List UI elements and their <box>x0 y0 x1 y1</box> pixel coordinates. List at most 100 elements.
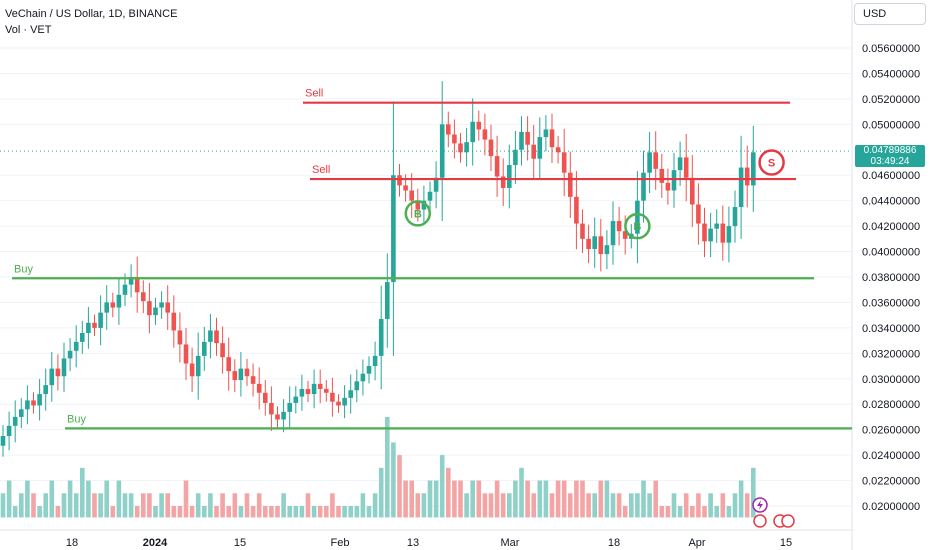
volume-bar <box>439 455 445 518</box>
volume-bar <box>446 467 451 518</box>
candle <box>458 132 463 163</box>
candle-body <box>525 131 530 145</box>
candle <box>183 327 189 381</box>
volume-bar <box>330 493 335 518</box>
candle <box>720 205 726 261</box>
candle-body <box>244 368 250 377</box>
candle-body <box>299 388 305 397</box>
candle-body <box>98 312 103 328</box>
volume-bar <box>708 493 713 518</box>
volume-bar <box>519 467 524 518</box>
candle <box>427 181 433 212</box>
candle <box>659 153 665 198</box>
candle-body <box>732 207 738 227</box>
volume-bar <box>702 506 707 518</box>
candle <box>25 385 30 425</box>
candle <box>507 144 512 209</box>
price-tick-label: 0.04000000 <box>862 247 920 259</box>
buy-signal-marker: B <box>624 212 651 240</box>
volume-bar <box>561 480 567 518</box>
volume-bar <box>470 480 475 518</box>
candle-body <box>141 292 146 302</box>
candle-body <box>604 245 610 255</box>
candle-body <box>372 355 378 367</box>
volume-bar <box>0 493 6 518</box>
volume-bar <box>92 493 97 518</box>
volume-bar <box>592 493 597 518</box>
candle-body <box>671 170 677 191</box>
candle <box>543 115 549 152</box>
time-tick-label: 13 <box>407 537 419 549</box>
candle <box>714 209 719 243</box>
volume-bar <box>513 480 518 518</box>
volume-bar <box>391 442 396 518</box>
volume-bar <box>214 506 219 518</box>
candle <box>86 307 91 349</box>
candle <box>250 363 256 397</box>
price-tick-label: 0.02400000 <box>862 450 920 462</box>
candle <box>128 264 134 298</box>
candle <box>488 124 494 172</box>
candle-body <box>220 343 225 358</box>
volume-bar <box>141 493 146 518</box>
candle <box>482 113 488 156</box>
volume-bar <box>732 493 738 518</box>
volume-bar <box>744 493 750 518</box>
candle-body <box>378 318 384 356</box>
candle <box>726 206 732 263</box>
candle-body <box>49 368 55 386</box>
price-tick-label: 0.05600000 <box>862 43 920 55</box>
volume-bar <box>55 506 61 518</box>
candle-body <box>25 400 30 410</box>
volume-bar <box>751 467 756 518</box>
candle-body <box>507 165 512 188</box>
candle <box>519 116 524 166</box>
marker-letter: B <box>633 221 641 233</box>
candle <box>696 183 701 245</box>
volume-bar <box>452 480 457 518</box>
candle-body <box>269 402 274 415</box>
candle-body <box>348 390 353 398</box>
volume-bar <box>525 480 530 518</box>
candle-body <box>385 282 390 319</box>
candle-body <box>574 196 579 224</box>
volume-bar <box>427 480 433 518</box>
candle <box>555 136 561 164</box>
candle-body <box>55 368 61 377</box>
candle-body <box>189 363 195 377</box>
price-tick-label: 0.02200000 <box>862 476 920 488</box>
candle-body <box>317 383 323 389</box>
candle <box>683 134 689 202</box>
currency-selector[interactable]: USD <box>854 3 926 25</box>
candle <box>415 188 421 222</box>
candle-body <box>696 204 701 224</box>
candle <box>549 113 555 164</box>
candle <box>73 325 79 368</box>
volume-bar <box>354 506 360 518</box>
marker-ring <box>624 212 651 240</box>
volume-bar <box>19 493 24 518</box>
event-icons <box>752 497 795 528</box>
volume-bar <box>397 455 402 518</box>
candle-body <box>641 172 646 201</box>
candle <box>513 130 518 184</box>
candle-body <box>293 396 299 403</box>
candle-body <box>281 411 286 420</box>
volume-bar <box>342 506 347 518</box>
volume-bar <box>98 493 103 518</box>
volume-bar <box>263 506 268 518</box>
candle <box>37 379 42 421</box>
candle-body <box>122 284 128 295</box>
marker-letter: B <box>414 208 422 220</box>
candle <box>171 295 177 348</box>
volume-bar <box>110 506 116 518</box>
volume-bar <box>598 480 604 518</box>
candle-body <box>592 236 597 250</box>
time-tick-label: 15 <box>780 537 792 549</box>
volume-bar <box>635 493 640 518</box>
candle <box>159 291 164 319</box>
price-tick-label: 0.03600000 <box>862 297 920 309</box>
flag-icon <box>781 514 795 528</box>
candle-body <box>263 392 268 403</box>
